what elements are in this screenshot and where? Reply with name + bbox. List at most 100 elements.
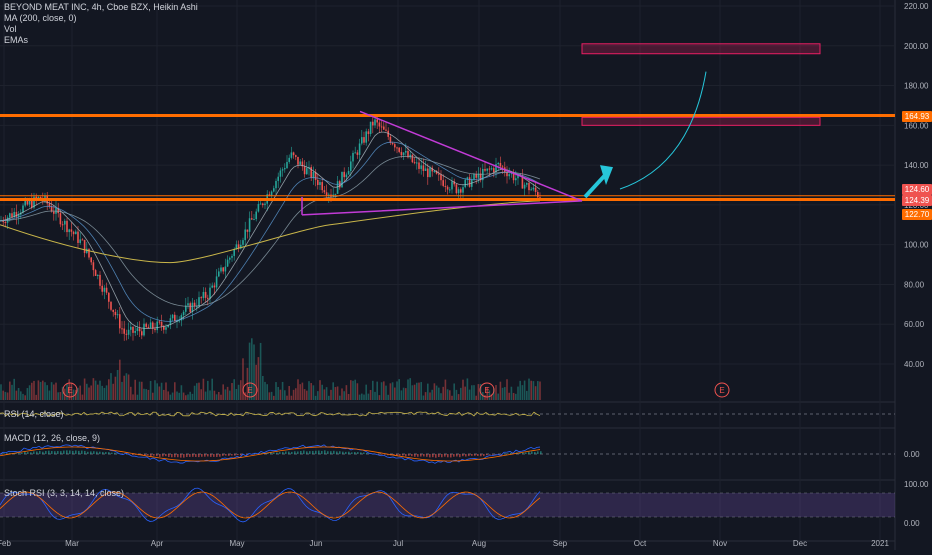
volume-bar <box>264 382 266 400</box>
macd-histogram-bar <box>477 454 479 456</box>
earnings-marker-label: E <box>484 386 489 395</box>
volume-bar <box>390 383 392 400</box>
candle-body <box>233 249 235 256</box>
ma-legend[interactable]: MA (200, close, 0) <box>4 13 198 24</box>
vol-legend[interactable]: Vol <box>4 24 198 35</box>
candle-body <box>189 303 191 312</box>
macd-histogram-bar <box>420 454 422 457</box>
volume-bar <box>231 383 233 400</box>
x-tick-label: Jul <box>393 539 403 548</box>
target-zone-box <box>582 117 820 125</box>
volume-bar <box>458 394 460 400</box>
volume-bar <box>414 385 416 400</box>
volume-bar <box>24 395 26 400</box>
macd-histogram-bar <box>21 453 23 454</box>
candle-body <box>143 324 145 336</box>
macd-histogram-bar <box>360 452 362 454</box>
candle-body <box>352 153 354 161</box>
volume-bar <box>368 394 370 400</box>
volume-bar <box>357 383 359 400</box>
macd-histogram-bar <box>483 454 485 456</box>
volume-bar <box>537 381 539 400</box>
candle-body <box>40 197 42 198</box>
volume-bar <box>139 382 141 400</box>
macd-histogram-bar <box>66 450 68 454</box>
volume-bar <box>5 392 7 400</box>
volume-bar <box>379 395 381 400</box>
candle-body <box>354 152 356 153</box>
candle-body <box>66 221 68 232</box>
rsi-pane-title[interactable]: RSI (14, close) <box>4 409 64 419</box>
volume-bar <box>275 382 277 400</box>
volume-bar <box>409 378 411 400</box>
stoch-pane-title[interactable]: Stoch RSI (3, 3, 14, 14, close) <box>4 488 124 498</box>
candle-body <box>27 201 29 205</box>
volume-bar <box>205 392 207 400</box>
volume-bar <box>207 381 209 400</box>
macd-histogram-bar <box>291 452 293 454</box>
candle-body <box>253 219 255 220</box>
volume-bar <box>326 387 328 400</box>
macd-histogram-bar <box>237 454 239 455</box>
volume-bar <box>363 395 365 400</box>
x-tick-label: 2021 <box>871 539 889 548</box>
candle-body <box>229 258 231 260</box>
macd-histogram-bar <box>507 453 509 454</box>
candle-body <box>11 213 13 217</box>
macd-histogram-bar <box>222 454 224 456</box>
symbol-title[interactable]: BEYOND MEAT INC, 4h, Cboe BZX, Heikin As… <box>4 2 198 13</box>
emas-legend[interactable]: EMAs <box>4 35 198 46</box>
volume-bar <box>165 382 167 400</box>
x-tick-label: Sep <box>553 539 568 548</box>
candle-body <box>156 322 158 331</box>
macd-histogram-bar <box>225 454 227 456</box>
macd-histogram-bar <box>54 451 56 454</box>
macd-histogram-bar <box>459 454 461 457</box>
volume-bar <box>187 394 189 400</box>
macd-histogram-bar <box>321 451 323 454</box>
macd-histogram-bar <box>102 452 104 454</box>
candle-body <box>295 155 297 157</box>
volume-bar <box>381 382 383 400</box>
volume-bar <box>398 379 400 400</box>
macd-histogram-bar <box>18 453 20 454</box>
macd-histogram-bar <box>399 454 401 456</box>
volume-bar <box>137 395 139 400</box>
volume-bar <box>341 388 343 400</box>
volume-bar <box>310 383 312 400</box>
macd-histogram-bar <box>189 454 191 457</box>
candle-body <box>321 182 323 190</box>
candle-body <box>214 286 216 288</box>
x-tick-label: Oct <box>634 539 647 548</box>
volume-bar <box>51 382 53 400</box>
volume-bar <box>44 382 46 400</box>
volume-bar <box>240 380 242 400</box>
candle-body <box>304 166 306 174</box>
volume-bar <box>9 382 11 400</box>
volume-bar <box>348 394 350 400</box>
macd-histogram-bar <box>6 453 8 454</box>
volume-bar <box>156 383 158 400</box>
volume-bar <box>539 382 541 400</box>
macd-pane-title[interactable]: MACD (12, 26, close, 9) <box>4 433 100 443</box>
candle-body <box>533 188 535 190</box>
candle-body <box>137 328 139 331</box>
volume-bar <box>456 390 458 400</box>
candle-body <box>249 218 251 232</box>
candle-body <box>317 180 319 185</box>
macd-histogram-bar <box>474 454 476 456</box>
candle-body <box>398 148 400 152</box>
volume-bar <box>134 380 136 400</box>
volume-bar <box>93 378 95 400</box>
macd-histogram-bar <box>441 454 443 457</box>
candle-body <box>497 163 499 164</box>
volume-bar <box>284 390 286 400</box>
volume-bar <box>324 389 326 400</box>
candle-body <box>95 270 97 276</box>
candle-body <box>220 267 222 271</box>
candle-body <box>282 169 284 170</box>
candle-body <box>337 181 339 194</box>
macd-histogram-bar <box>180 454 182 458</box>
